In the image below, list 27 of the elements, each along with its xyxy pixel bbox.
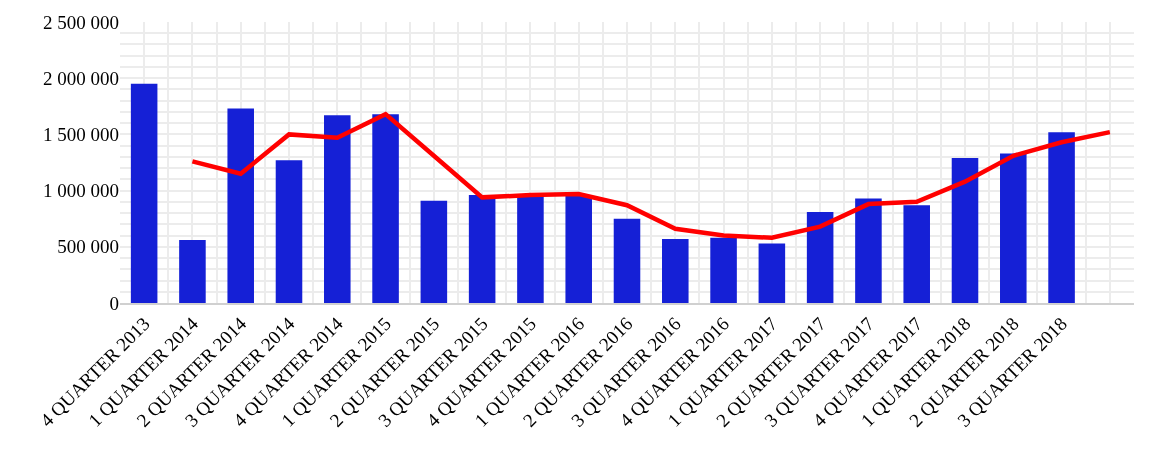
bar bbox=[806, 211, 834, 303]
bar bbox=[613, 218, 641, 303]
bar bbox=[179, 240, 206, 303]
y-tick-label: 1 000 000 bbox=[43, 180, 119, 202]
bar bbox=[517, 196, 544, 303]
bar bbox=[710, 237, 737, 303]
bar bbox=[662, 238, 689, 303]
bar bbox=[951, 158, 979, 303]
bar bbox=[420, 200, 448, 303]
bar bbox=[855, 198, 882, 303]
bar bbox=[275, 160, 303, 303]
bar bbox=[468, 195, 496, 303]
bar bbox=[758, 243, 786, 303]
y-tick-label: 2 500 000 bbox=[43, 11, 119, 33]
bar bbox=[227, 108, 254, 303]
y-tick-label: 500 000 bbox=[57, 236, 119, 258]
bar bbox=[1000, 153, 1027, 303]
bar bbox=[130, 83, 158, 303]
bar bbox=[565, 195, 592, 303]
line-series bbox=[190, 111, 1113, 241]
bar bbox=[324, 115, 351, 303]
y-tick-label: 1 500 000 bbox=[43, 124, 119, 146]
y-tick-label: 2 000 000 bbox=[43, 67, 119, 89]
bar bbox=[903, 205, 930, 303]
bar bbox=[1048, 132, 1075, 303]
bar bbox=[372, 114, 399, 303]
y-tick-label: 0 bbox=[109, 292, 119, 314]
